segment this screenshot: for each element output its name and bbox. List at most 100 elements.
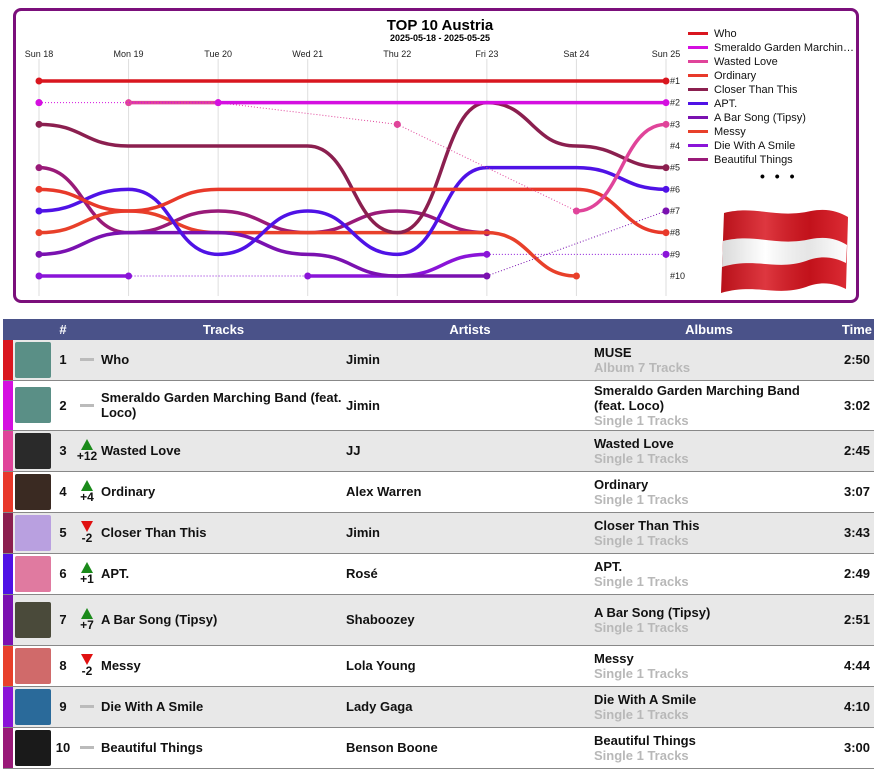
rank-number: 8 xyxy=(53,645,73,687)
austria-flag-icon xyxy=(721,209,848,293)
table-row[interactable]: 3 +12 Wasted Love JJ Wasted Love Single 1 Tra… xyxy=(3,430,874,472)
album-cover-image xyxy=(15,729,51,766)
artist-name[interactable]: Lola Young xyxy=(346,645,594,687)
album-title[interactable]: Beautiful Things xyxy=(594,732,696,748)
track-duration: 3:02 xyxy=(824,380,874,431)
rank-change xyxy=(73,686,101,728)
album-subtitle: Single 1 Tracks xyxy=(594,573,689,589)
series-point xyxy=(35,120,43,128)
track-title[interactable]: Messy xyxy=(101,645,346,687)
artist-name[interactable]: Jimin xyxy=(346,512,594,554)
table-row[interactable]: 2 Smeraldo Garden Marching Band (feat. Lo… xyxy=(3,380,874,431)
track-title[interactable]: Ordinary xyxy=(101,471,346,513)
track-title[interactable]: A Bar Song (Tipsy) xyxy=(101,594,346,646)
rank-change: +4 xyxy=(73,471,101,513)
header-number: # xyxy=(53,319,73,340)
header-change xyxy=(73,319,101,340)
series-point xyxy=(35,229,43,237)
album-title[interactable]: Closer Than This xyxy=(594,517,700,533)
album-cell: Messy Single 1 Tracks xyxy=(594,645,824,687)
album-title[interactable]: A Bar Song (Tipsy) xyxy=(594,604,711,620)
artist-name[interactable]: Jimin xyxy=(346,340,594,381)
table-row[interactable]: 6 +1 APT. Rosé APT. Single 1 Tracks 2:49 xyxy=(3,553,874,595)
artist-name[interactable]: Shaboozey xyxy=(346,594,594,646)
series-color-bar xyxy=(3,512,13,554)
cover-cell xyxy=(13,430,53,472)
album-cover-image xyxy=(15,341,51,378)
album-cover-image xyxy=(15,555,51,592)
series-color-bar xyxy=(3,340,13,381)
table-row[interactable]: 4 +4 Ordinary Alex Warren Ordinary Single 1 T… xyxy=(3,471,874,513)
rank-number: 1 xyxy=(53,340,73,381)
track-duration: 2:45 xyxy=(824,430,874,472)
artist-name[interactable]: Jimin xyxy=(346,380,594,431)
track-title[interactable]: Smeraldo Garden Marching Band (feat. Loc… xyxy=(101,380,346,431)
legend-label: Messy xyxy=(714,126,746,138)
tracks-table: # Tracks Artists Albums Time 1 Who Jimin MU… xyxy=(3,319,874,769)
series-point xyxy=(393,120,401,128)
album-title[interactable]: Die With A Smile xyxy=(594,691,697,707)
album-title[interactable]: Wasted Love xyxy=(594,435,674,451)
legend-item: APT. xyxy=(688,97,858,111)
cover-cell xyxy=(13,553,53,595)
artist-name[interactable]: Benson Boone xyxy=(346,727,594,769)
table-row[interactable]: 5 -2 Closer Than This Jimin Closer Than This… xyxy=(3,512,874,554)
table-row[interactable]: 8 -2 Messy Lola Young Messy Single 1 Tracks 4:… xyxy=(3,645,874,687)
track-title[interactable]: Who xyxy=(101,340,346,381)
album-subtitle: Single 1 Tracks xyxy=(594,747,689,763)
series-color-bar xyxy=(3,645,13,687)
series-line xyxy=(37,230,489,278)
legend-more-indicator: • • • xyxy=(760,168,798,184)
album-title[interactable]: MUSE xyxy=(594,344,632,360)
track-title[interactable]: Die With A Smile xyxy=(101,686,346,728)
table-row[interactable]: 7 +7 A Bar Song (Tipsy) Shaboozey A Bar Song… xyxy=(3,594,874,646)
track-title[interactable]: Closer Than This xyxy=(101,512,346,554)
rank-change-value: +12 xyxy=(76,449,98,463)
series-color-bar xyxy=(3,553,13,595)
cover-cell xyxy=(13,727,53,769)
artist-name[interactable]: Rosé xyxy=(346,553,594,595)
artist-name[interactable]: JJ xyxy=(346,430,594,472)
album-title[interactable]: Ordinary xyxy=(594,476,649,492)
legend-swatch xyxy=(688,129,708,133)
series-color-bar xyxy=(3,380,13,431)
album-title[interactable]: Smeraldo Garden Marching Band (feat. Loc… xyxy=(594,382,800,413)
album-cell: Closer Than This Single 1 Tracks xyxy=(594,512,824,554)
series-line xyxy=(37,187,668,235)
header-tracks: Tracks xyxy=(101,319,346,340)
legend-swatch xyxy=(688,59,708,63)
album-cover-image xyxy=(15,688,51,725)
x-tick-label: Fri 23 xyxy=(475,49,498,59)
cover-cell xyxy=(13,686,53,728)
track-title[interactable]: Beautiful Things xyxy=(101,727,346,769)
track-duration: 2:50 xyxy=(824,340,874,381)
series-point xyxy=(125,99,133,107)
chart-panel xyxy=(13,8,859,303)
series-color-bar xyxy=(3,686,13,728)
rank-number: 4 xyxy=(53,471,73,513)
album-title[interactable]: APT. xyxy=(594,558,623,574)
table-row[interactable]: 1 Who Jimin MUSE Album 7 Tracks 2:50 xyxy=(3,340,874,381)
artist-name[interactable]: Alex Warren xyxy=(346,471,594,513)
rank-tick-label: #6 xyxy=(670,184,680,194)
series-point xyxy=(662,185,670,193)
track-title[interactable]: APT. xyxy=(101,553,346,595)
series-point xyxy=(662,77,670,85)
rank-change xyxy=(73,340,101,381)
x-tick-label: Thu 22 xyxy=(383,49,411,59)
rank-tick-label: #8 xyxy=(670,228,680,238)
series-point xyxy=(35,77,43,85)
series-color-bar xyxy=(3,594,13,646)
x-tick-label: Mon 19 xyxy=(114,49,144,59)
table-row[interactable]: 10 Beautiful Things Benson Boone Beautiful … xyxy=(3,727,874,769)
header-time: Time xyxy=(824,319,874,340)
track-title[interactable]: Wasted Love xyxy=(101,430,346,472)
album-title[interactable]: Messy xyxy=(594,650,634,666)
legend-swatch xyxy=(688,45,708,49)
artist-name[interactable]: Lady Gaga xyxy=(346,686,594,728)
table-row[interactable]: 9 Die With A Smile Lady Gaga Die With A Smi… xyxy=(3,686,874,728)
album-subtitle: Single 1 Tracks xyxy=(594,450,689,466)
header-artists: Artists xyxy=(346,319,594,340)
album-cover-image xyxy=(15,387,51,423)
legend-label: A Bar Song (Tipsy) xyxy=(714,112,806,124)
